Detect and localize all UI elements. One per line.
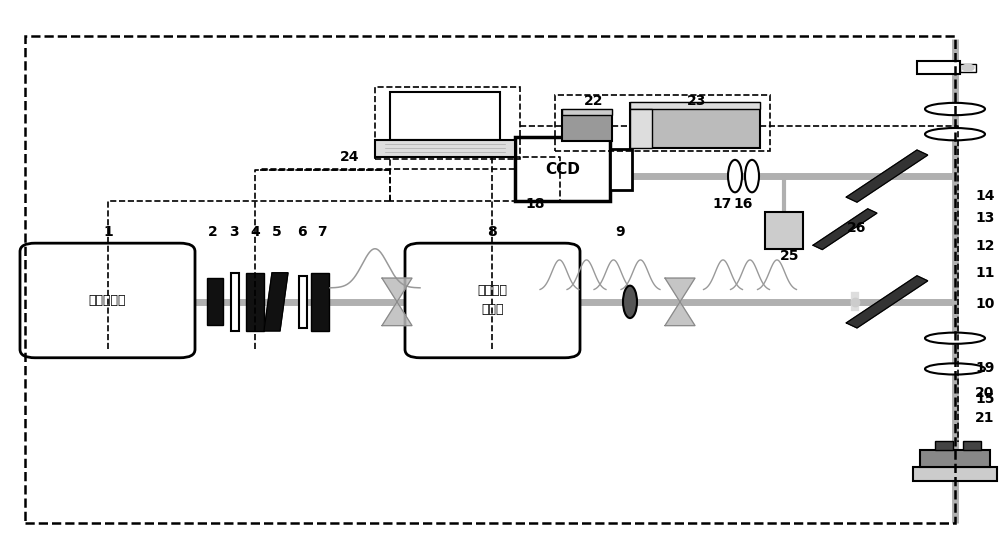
Ellipse shape xyxy=(925,103,985,115)
Bar xyxy=(231,273,239,331)
Ellipse shape xyxy=(623,286,637,318)
Ellipse shape xyxy=(745,160,759,192)
FancyBboxPatch shape xyxy=(20,243,195,358)
Bar xyxy=(765,212,803,249)
Text: 2: 2 xyxy=(208,225,218,239)
Text: 22: 22 xyxy=(584,93,604,108)
Text: 1: 1 xyxy=(103,225,113,239)
Bar xyxy=(246,273,264,331)
Text: 18: 18 xyxy=(525,197,545,211)
Polygon shape xyxy=(813,209,877,249)
Text: 25: 25 xyxy=(780,249,800,263)
Text: 10: 10 xyxy=(975,296,995,311)
Polygon shape xyxy=(846,276,928,328)
Bar xyxy=(25,36,955,523)
Polygon shape xyxy=(382,302,412,325)
Text: 3: 3 xyxy=(229,225,239,239)
Text: 12: 12 xyxy=(975,239,995,253)
Ellipse shape xyxy=(925,363,985,375)
Polygon shape xyxy=(665,302,695,325)
Text: 20: 20 xyxy=(975,386,995,400)
Circle shape xyxy=(962,64,974,71)
Bar xyxy=(935,441,953,450)
Ellipse shape xyxy=(925,333,985,344)
Bar xyxy=(562,109,612,115)
Text: 8: 8 xyxy=(487,225,497,239)
Text: 17: 17 xyxy=(712,197,732,211)
Text: 飞秒激光器: 飞秒激光器 xyxy=(89,294,126,307)
Ellipse shape xyxy=(925,128,985,140)
Bar xyxy=(390,92,500,140)
Text: 4: 4 xyxy=(250,225,260,239)
Text: 7: 7 xyxy=(317,225,327,239)
Text: 9: 9 xyxy=(615,225,625,239)
Bar xyxy=(963,441,981,450)
Text: 21: 21 xyxy=(975,411,995,425)
Polygon shape xyxy=(264,273,288,331)
Bar xyxy=(913,467,997,481)
Bar xyxy=(630,103,760,148)
Bar xyxy=(375,140,515,157)
Text: CCD: CCD xyxy=(545,162,580,177)
Bar xyxy=(375,87,520,159)
Text: 19: 19 xyxy=(975,361,995,375)
Bar xyxy=(207,278,223,325)
Text: 6: 6 xyxy=(297,225,307,239)
Ellipse shape xyxy=(728,160,742,192)
Bar xyxy=(630,109,652,148)
Text: 5: 5 xyxy=(272,225,282,239)
Text: 13: 13 xyxy=(975,211,995,225)
Bar xyxy=(917,61,960,74)
FancyBboxPatch shape xyxy=(405,243,580,358)
Polygon shape xyxy=(846,150,928,202)
Text: 15: 15 xyxy=(975,392,995,406)
Text: 14: 14 xyxy=(975,188,995,203)
Text: 11: 11 xyxy=(975,266,995,280)
Bar xyxy=(515,137,610,201)
Text: 23: 23 xyxy=(687,93,707,108)
Polygon shape xyxy=(665,278,695,302)
Bar xyxy=(562,110,612,141)
Polygon shape xyxy=(382,278,412,302)
Text: 脉冲时间
整形器: 脉冲时间 整形器 xyxy=(478,285,508,316)
Text: 26: 26 xyxy=(847,221,867,235)
Bar xyxy=(555,95,770,151)
Text: 24: 24 xyxy=(340,149,360,164)
Bar xyxy=(630,102,760,109)
Bar xyxy=(299,276,307,328)
Bar xyxy=(920,450,990,467)
Bar xyxy=(960,64,976,72)
Bar xyxy=(610,149,632,190)
Bar xyxy=(311,273,329,331)
Text: 16: 16 xyxy=(733,197,753,211)
